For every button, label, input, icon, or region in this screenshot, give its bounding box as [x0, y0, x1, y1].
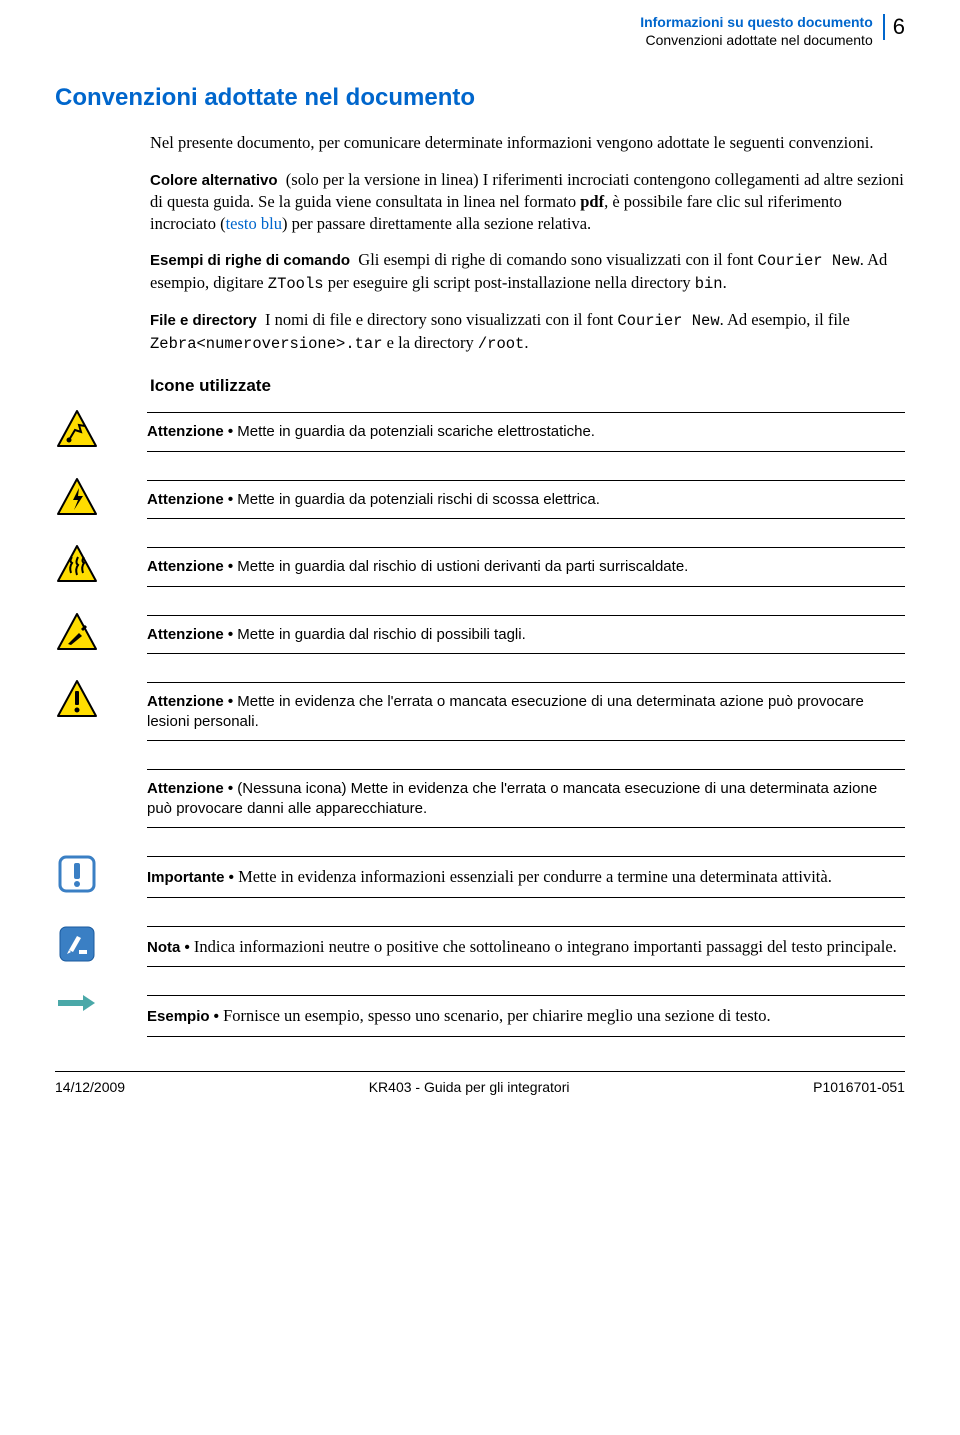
entry-label: Attenzione •	[147, 626, 233, 643]
entry-description: Mette in guardia dal rischio di ustioni …	[233, 558, 688, 575]
entry-text: Importante • Mette in evidenza informazi…	[147, 852, 905, 902]
intro-paragraph: Nel presente documento, per comunicare d…	[150, 132, 905, 154]
icon-entry: Attenzione • Mette in evidenza che l'err…	[55, 678, 905, 745]
header-line2: Convenzioni adottate nel documento	[640, 32, 873, 50]
entry-description: Mette in guardia da potenziali scariche …	[233, 423, 595, 440]
entry-label: Attenzione •	[147, 558, 233, 575]
icone-utilizzate-title: Icone utilizzate	[150, 375, 905, 398]
footer-date: 14/12/2009	[55, 1078, 125, 1097]
icon-entry: Esempio • Fornisce un esempio, spesso un…	[55, 991, 905, 1041]
arrow-icon	[55, 991, 125, 1015]
file-label: File e directory	[150, 312, 257, 329]
entry-label: Attenzione •	[147, 423, 233, 440]
entry-description: Mette in guardia da potenziali rischi di…	[233, 491, 600, 508]
entry-description: Mette in evidenza che l'errata o mancata…	[147, 693, 864, 730]
esd-icon	[55, 408, 125, 452]
page-number: 6	[883, 14, 905, 40]
footer-doc-title: KR403 - Guida per gli integratori	[369, 1078, 570, 1097]
esempi-label: Esempi di righe di comando	[150, 252, 350, 269]
page: Informazioni su questo documento Convenz…	[0, 0, 960, 1111]
esempi-paragraph: Esempi di righe di comando Gli esempi di…	[150, 249, 905, 295]
icon-entry: Attenzione • Mette in guardia dal rischi…	[55, 611, 905, 659]
entry-label: Attenzione •	[147, 780, 233, 797]
entry-text: Nota • Indica informazioni neutre o posi…	[147, 922, 905, 972]
shock-icon	[55, 476, 125, 520]
entry-text: Attenzione • Mette in evidenza che l'err…	[147, 678, 905, 745]
file-paragraph: File e directory I nomi di file e direct…	[150, 309, 905, 355]
testo-blu[interactable]: testo blu	[226, 214, 282, 233]
entry-label: Attenzione •	[147, 491, 233, 508]
page-header-right: Informazioni su questo documento Convenz…	[640, 14, 905, 49]
entry-label: Esempio •	[147, 1008, 219, 1025]
icon-entry-list: Attenzione • Mette in guardia da potenzi…	[55, 408, 905, 1041]
entry-text: Attenzione • Mette in guardia dal rischi…	[147, 543, 905, 591]
entry-description: Mette in evidenza informazioni essenzial…	[234, 867, 832, 886]
entry-text: Attenzione • Mette in guardia dal rischi…	[147, 611, 905, 659]
page-footer: 14/12/2009 KR403 - Guida per gli integra…	[55, 1071, 905, 1097]
body-text: Nel presente documento, per comunicare d…	[150, 132, 905, 398]
colore-paragraph: Colore alternativo (solo per la versione…	[150, 169, 905, 236]
entry-description: Mette in guardia dal rischio di possibil…	[233, 626, 526, 643]
entry-label: Importante •	[147, 869, 234, 886]
entry-label: Nota •	[147, 939, 190, 956]
page-title: Convenzioni adottate nel documento	[55, 82, 905, 114]
entry-text: Attenzione • Mette in guardia da potenzi…	[147, 476, 905, 524]
header-line1: Informazioni su questo documento	[640, 14, 873, 32]
cut-icon	[55, 611, 125, 655]
important-icon	[55, 852, 125, 896]
icon-entry: Importante • Mette in evidenza informazi…	[55, 852, 905, 902]
entry-description: (Nessuna icona) Mette in evidenza che l'…	[147, 780, 877, 817]
note-icon	[55, 922, 125, 966]
entry-label: Attenzione •	[147, 693, 233, 710]
icon-entry: Attenzione • Mette in guardia dal rischi…	[55, 543, 905, 591]
entry-description: Fornisce un esempio, spesso uno scenario…	[219, 1006, 771, 1025]
entry-text: Attenzione • (Nessuna icona) Mette in ev…	[147, 765, 905, 832]
entry-description: Indica informazioni neutre o positive ch…	[190, 937, 897, 956]
icon-entry: Nota • Indica informazioni neutre o posi…	[55, 922, 905, 972]
icon-entry: Attenzione • Mette in guardia da potenzi…	[55, 476, 905, 524]
hot-icon	[55, 543, 125, 587]
colore-label: Colore alternativo	[150, 172, 278, 189]
footer-doc-number: P1016701-051	[813, 1078, 905, 1097]
entry-text: Esempio • Fornisce un esempio, spesso un…	[147, 991, 905, 1041]
entry-text: Attenzione • Mette in guardia da potenzi…	[147, 408, 905, 456]
icon-entry: Attenzione • (Nessuna icona) Mette in ev…	[55, 765, 905, 832]
exclaim-icon	[55, 678, 125, 722]
icon-entry: Attenzione • Mette in guardia da potenzi…	[55, 408, 905, 456]
